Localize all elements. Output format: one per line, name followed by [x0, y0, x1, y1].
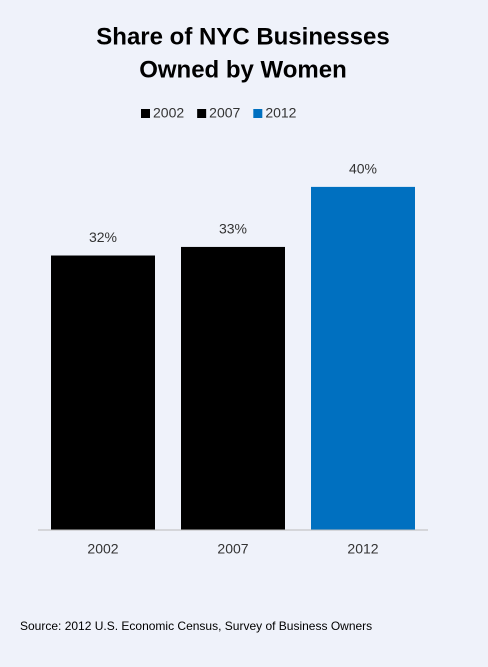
bar — [181, 246, 285, 530]
bar — [311, 186, 415, 530]
legend-swatch — [141, 109, 150, 118]
x-tick-label: 2002 — [87, 541, 118, 557]
legend-label: 2012 — [265, 105, 296, 121]
legend-label: 2007 — [209, 105, 240, 121]
legend-label: 2002 — [153, 105, 184, 121]
x-tick-label: 2007 — [217, 541, 248, 557]
value-label: 33% — [219, 221, 247, 237]
x-tick-label: 2012 — [347, 541, 378, 557]
chart-title: Owned by Women — [139, 56, 347, 83]
legend-swatch — [197, 109, 207, 118]
chart-title: Share of NYC Businesses — [96, 23, 389, 50]
source-note: Source: 2012 U.S. Economic Census, Surve… — [20, 619, 372, 633]
value-label: 32% — [89, 229, 117, 245]
bar — [51, 255, 155, 530]
value-label: 40% — [349, 161, 377, 177]
legend-swatch — [253, 109, 263, 118]
